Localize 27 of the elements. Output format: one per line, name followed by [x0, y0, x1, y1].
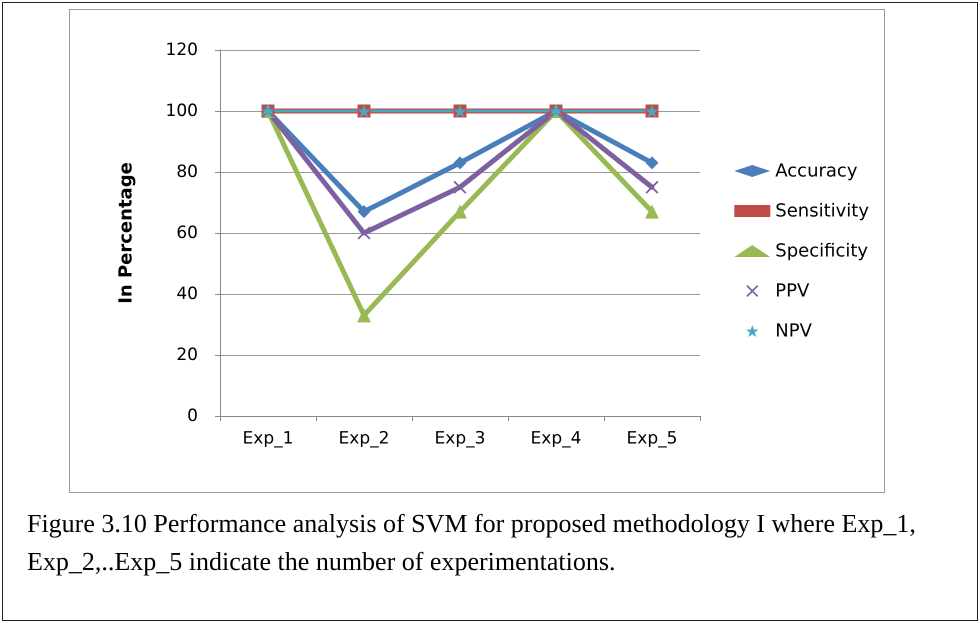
point — [645, 204, 659, 219]
point — [454, 156, 466, 170]
legend-label: Sensitivity — [775, 200, 870, 222]
caption: Figure 3.10 Performance analysis of SVM for proposed methodology I where Exp_1, Exp_2,..Exp_5 indicate the number of experimentations. — [27, 508, 917, 578]
y-tick-label: 120 — [166, 40, 198, 60]
legend-label: NPV — [775, 320, 813, 342]
point — [646, 180, 658, 194]
legend-label: Accuracy — [775, 160, 858, 182]
legend-label: Specificity — [775, 240, 868, 262]
x-tick-label: Exp_5 — [626, 428, 678, 448]
x-tick-label: Exp_4 — [530, 428, 582, 448]
y-tick-label: 0 — [187, 406, 198, 426]
legend-label: PPV — [775, 280, 810, 302]
point — [358, 226, 370, 240]
point — [357, 308, 371, 322]
x-tick-label: Exp_1 — [242, 428, 294, 448]
y-tick-label: 60 — [176, 223, 198, 243]
x-tick-label: Exp_2 — [338, 428, 390, 448]
y-tick-label: 40 — [176, 284, 198, 304]
y-tick-label: 20 — [176, 345, 198, 365]
point — [358, 205, 370, 218]
point — [646, 156, 658, 170]
y-axis-title: In Percentage — [116, 162, 136, 304]
y-tick-label: 80 — [176, 162, 198, 182]
y-tick-label: 100 — [166, 101, 198, 121]
x-tick-label: Exp_3 — [434, 428, 486, 448]
point — [454, 180, 466, 194]
